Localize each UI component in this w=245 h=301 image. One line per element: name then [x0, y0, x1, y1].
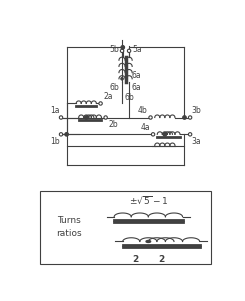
Text: 6b: 6b	[125, 93, 135, 102]
Circle shape	[188, 116, 192, 119]
FancyBboxPatch shape	[40, 191, 211, 264]
Text: 2: 2	[132, 255, 139, 264]
Circle shape	[65, 133, 68, 136]
Circle shape	[127, 49, 131, 53]
Text: 6a: 6a	[132, 83, 142, 92]
Circle shape	[120, 49, 124, 53]
Text: 2: 2	[158, 255, 164, 264]
Circle shape	[149, 116, 152, 119]
Text: 4b: 4b	[138, 106, 148, 115]
Text: 1b: 1b	[50, 137, 60, 146]
Circle shape	[183, 116, 186, 119]
Text: 5b: 5b	[110, 45, 119, 54]
Circle shape	[121, 78, 123, 80]
Circle shape	[99, 102, 102, 105]
Circle shape	[104, 116, 107, 119]
Text: ratios: ratios	[56, 229, 81, 238]
Text: 3b: 3b	[192, 106, 201, 115]
Circle shape	[151, 133, 155, 136]
Text: 6b: 6b	[110, 83, 119, 92]
Text: 2a: 2a	[103, 92, 113, 101]
Circle shape	[163, 133, 167, 136]
Text: 5a: 5a	[132, 45, 142, 54]
Text: 1a: 1a	[50, 106, 60, 115]
Text: 2b: 2b	[109, 120, 118, 129]
Circle shape	[121, 46, 124, 49]
Text: 4a: 4a	[141, 123, 150, 132]
Circle shape	[85, 116, 88, 119]
Text: Turns: Turns	[57, 216, 80, 225]
Circle shape	[59, 133, 63, 136]
Text: 6a: 6a	[132, 71, 142, 80]
Circle shape	[59, 116, 63, 119]
Circle shape	[188, 133, 192, 136]
Circle shape	[146, 240, 151, 243]
Text: 3a: 3a	[192, 137, 201, 146]
Text: $\pm\sqrt{5}-1$: $\pm\sqrt{5}-1$	[129, 194, 168, 206]
